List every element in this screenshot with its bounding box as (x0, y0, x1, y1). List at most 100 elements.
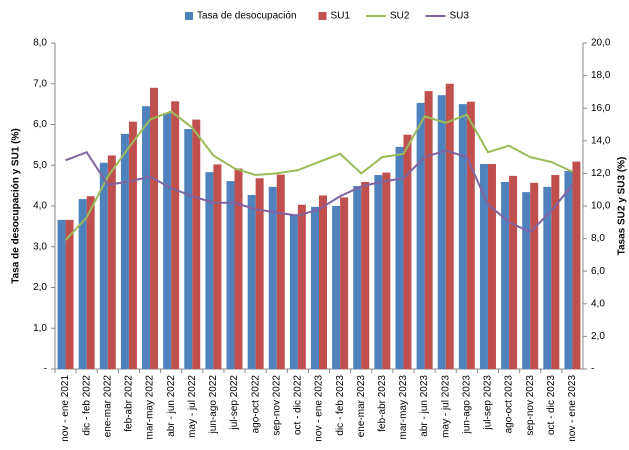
y2-tick-label: 20,0 (591, 38, 611, 49)
bar (163, 113, 172, 369)
bar (319, 195, 327, 369)
bar (255, 178, 264, 369)
y2-tick-label: 4,0 (591, 298, 605, 309)
y-tick-label: - (44, 364, 47, 375)
bar (247, 194, 256, 369)
legend-label: SU3 (449, 11, 469, 22)
x-tick-label: ene-mar 2022 (102, 375, 113, 438)
x-tick-label: jun-ago 2023 (461, 375, 472, 435)
bar (99, 162, 108, 369)
legend-label: SU2 (390, 11, 410, 22)
x-tick-label: mar-may 2022 (145, 375, 156, 440)
bar (311, 206, 319, 369)
bar (297, 204, 306, 369)
bar (120, 133, 129, 369)
x-tick-label: ago-oct 2022 (250, 375, 261, 434)
y2-tick-label: 8,0 (591, 233, 605, 244)
bar (437, 95, 446, 369)
bar (107, 155, 116, 369)
y2-tick-label: 10,0 (591, 201, 611, 212)
x-tick-label: jul-sep 2022 (229, 375, 240, 431)
bar (487, 164, 496, 369)
bar (572, 161, 581, 369)
y2-tick-label: 2,0 (591, 331, 605, 342)
x-tick-label: nov - ene 2023 (567, 375, 578, 442)
x-tick-label: may - jul 2022 (187, 375, 198, 438)
bar (289, 214, 298, 369)
bar (192, 119, 201, 369)
bar (268, 186, 277, 369)
y2-axis-title: Tasas SU2 y SU3 (%) (617, 157, 628, 256)
bar (332, 206, 341, 369)
x-tick-label: mar-may 2023 (398, 375, 409, 440)
bar (86, 196, 95, 369)
bar (184, 128, 193, 369)
y-tick-label: 5,0 (33, 160, 47, 171)
bar (65, 219, 74, 369)
y2-tick-label: 16,0 (591, 103, 611, 114)
bar (458, 104, 467, 369)
y-tick-label: 4,0 (33, 201, 47, 212)
bar (57, 219, 66, 369)
y-tick-label: 2,0 (33, 282, 47, 293)
bar (226, 181, 235, 369)
x-tick-label: nov - ene 2021 (60, 375, 71, 442)
y-tick-label: 8,0 (33, 38, 47, 49)
bar (213, 164, 222, 369)
y-axis-title: Tasa de desocupación y SU1 (%) (11, 128, 22, 283)
line (64, 110, 573, 241)
bar (522, 192, 531, 369)
y2-tick-label: 6,0 (591, 266, 605, 277)
x-tick-label: abr - jun 2022 (166, 375, 177, 437)
bar (374, 175, 383, 369)
bar (150, 87, 159, 369)
bar (445, 83, 454, 369)
x-tick-label: abr - jun 2023 (419, 375, 430, 437)
y-tick-label: 1,0 (33, 323, 47, 334)
legend-label: Tasa de desocupación (197, 11, 297, 22)
y-tick-label: 7,0 (33, 78, 47, 89)
bar (361, 181, 370, 369)
bar (142, 106, 151, 369)
bar (416, 102, 425, 369)
y2-tick-label: - (591, 364, 594, 375)
bar (340, 197, 349, 369)
x-tick-label: feb-abr 2023 (377, 375, 388, 432)
x-tick-label: ago-oct 2023 (504, 375, 515, 434)
legend-swatch (318, 12, 327, 20)
y-tick-label: 3,0 (33, 241, 47, 252)
x-tick-label: dic - feb 2022 (81, 375, 92, 436)
bar (424, 91, 433, 370)
bar (509, 175, 518, 369)
legend-label: SU1 (331, 11, 351, 22)
bar (276, 174, 285, 369)
line (65, 149, 574, 234)
bar (564, 170, 573, 369)
x-tick-label: oct - dic 2023 (546, 375, 557, 435)
bar (395, 146, 404, 369)
bar (479, 164, 488, 369)
x-tick-label: dic - feb 2023 (335, 375, 346, 436)
bar (171, 101, 180, 370)
x-tick-label: jul-sep 2023 (483, 375, 494, 431)
bar (382, 172, 391, 369)
bar (466, 101, 475, 370)
x-tick-label: may - jul 2023 (440, 375, 451, 438)
bar (501, 181, 510, 369)
y-tick-label: 6,0 (33, 119, 47, 130)
y2-tick-label: 14,0 (591, 135, 611, 146)
y2-tick-label: 18,0 (591, 70, 611, 81)
x-tick-label: ene-mar 2023 (356, 375, 367, 438)
bar (205, 172, 214, 369)
bar (234, 168, 243, 369)
bar (78, 199, 87, 369)
y2-tick-label: 12,0 (591, 168, 611, 179)
bar (128, 121, 137, 370)
bar (353, 186, 362, 369)
x-tick-label: feb-abr 2022 (124, 375, 135, 432)
bar (403, 134, 412, 369)
x-tick-label: oct - dic 2022 (293, 375, 304, 435)
bar (551, 175, 560, 369)
x-tick-label: jun-ago 2022 (208, 375, 219, 435)
